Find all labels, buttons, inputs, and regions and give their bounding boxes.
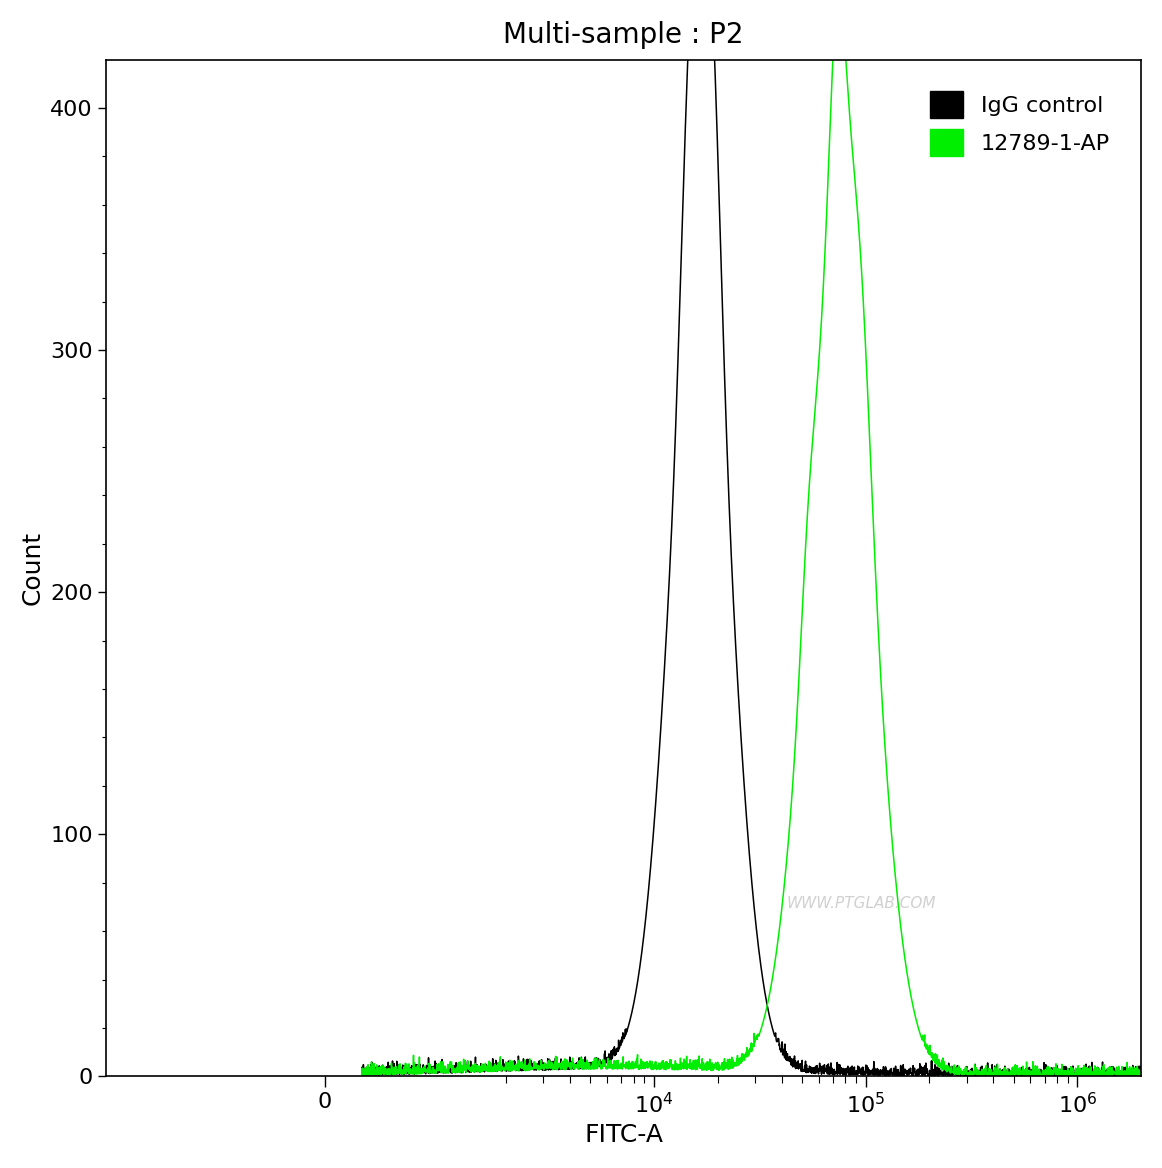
12789-1-AP <box>1160 1069 1162 1083</box>
X-axis label: FITC-A: FITC-A <box>584 1124 664 1147</box>
12789-1-AP <box>356 1064 370 1078</box>
IgG control <box>1160 1069 1162 1083</box>
12789-1-AP <box>476 1058 490 1072</box>
Line: 12789-1-AP: 12789-1-AP <box>363 0 1162 1077</box>
Text: WWW.PTGLAB.COM: WWW.PTGLAB.COM <box>787 896 937 911</box>
IgG control <box>1069 1064 1083 1078</box>
12789-1-AP <box>424 1064 438 1078</box>
Line: IgG control: IgG control <box>363 0 1162 1077</box>
IgG control <box>476 1057 490 1071</box>
IgG control <box>654 714 668 728</box>
Legend: IgG control, 12789-1-AP: IgG control, 12789-1-AP <box>921 82 1119 165</box>
12789-1-AP <box>691 1059 705 1073</box>
12789-1-AP <box>654 1061 668 1075</box>
IgG control <box>356 1064 370 1078</box>
Title: Multi-sample : P2: Multi-sample : P2 <box>503 21 744 49</box>
IgG control <box>424 1059 438 1073</box>
Y-axis label: Count: Count <box>21 531 45 605</box>
12789-1-AP <box>1117 1070 1131 1084</box>
12789-1-AP <box>1069 1062 1083 1076</box>
IgG control <box>1126 1070 1140 1084</box>
